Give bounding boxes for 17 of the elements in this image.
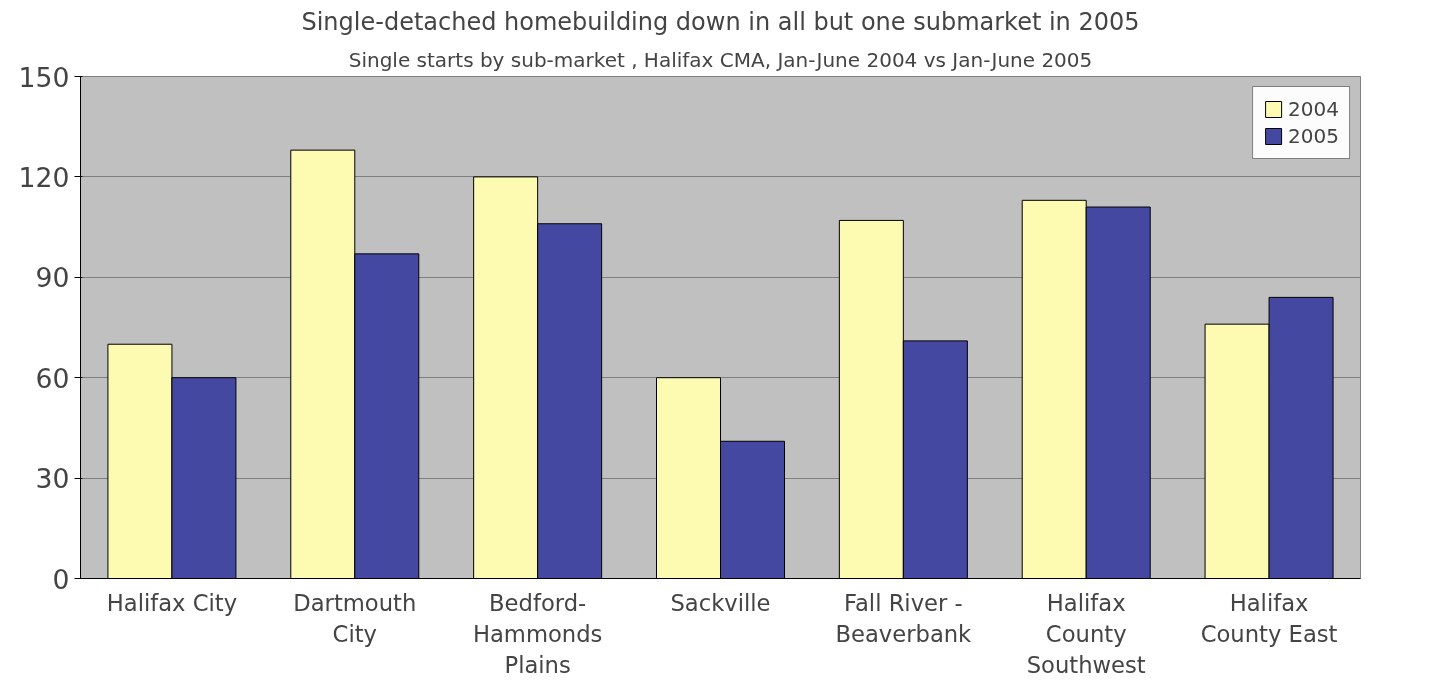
y-tick-label: 120 (18, 161, 70, 193)
x-tick-label: Halifax City (106, 589, 238, 616)
x-tick-label: Halifax County East (1200, 589, 1338, 647)
legend-label: 2004 (1288, 97, 1339, 121)
chart-subtitle: Single starts by sub-market , Halifax CMA, Jan-June 2004 vs Jan-June 2005 (348, 47, 1093, 72)
y-tick-label: 150 (18, 61, 70, 93)
y-tick-label: 30 (35, 463, 70, 495)
x-tick-label: Dartmouth City (293, 589, 417, 647)
legend-label: 2005 (1288, 124, 1339, 148)
x-tick-label: Fall River - Beaverbank (835, 589, 973, 647)
x-tick-label: Bedford- Hammonds Plains (472, 589, 603, 678)
y-tick-label: 0 (52, 563, 70, 595)
x-tick-label: Halifax County Southwest (1026, 589, 1146, 678)
y-tick-label: 60 (35, 362, 70, 394)
chart-title: Single-detached homebuilding down in all but one submarket in 2005 (301, 7, 1140, 36)
x-tick-label: Sackville (670, 589, 771, 616)
y-tick-label: 90 (35, 262, 70, 294)
